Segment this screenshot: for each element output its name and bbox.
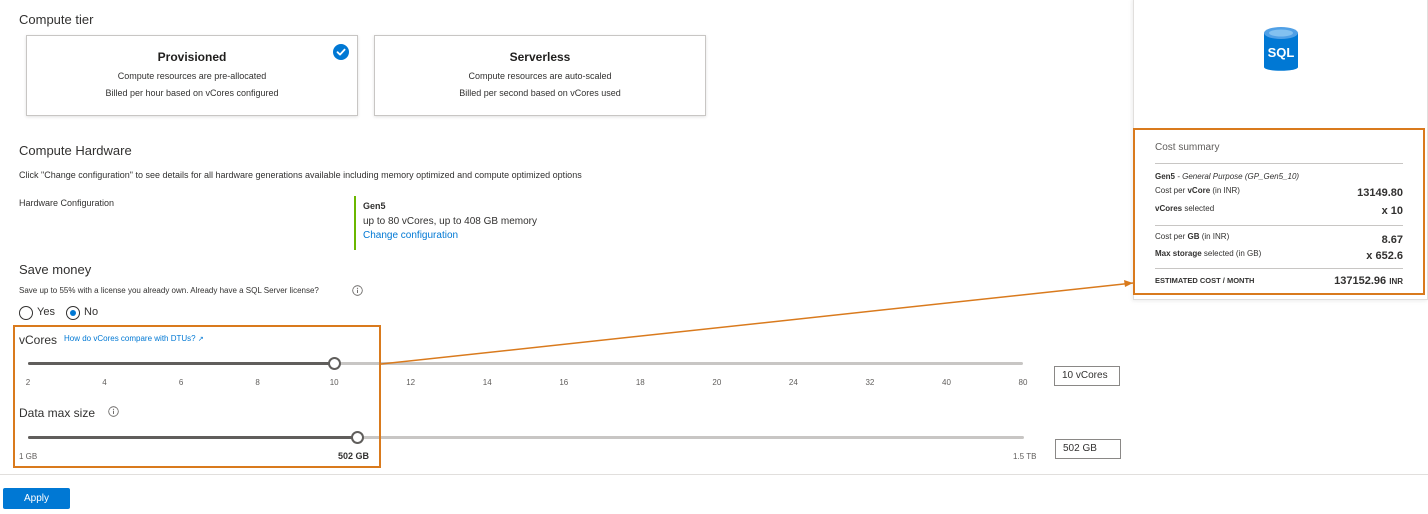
cost-divider-2 <box>1155 225 1403 226</box>
cost-summary-title: Cost summary <box>1155 142 1220 153</box>
data-size-slider-fill <box>28 436 357 439</box>
apply-button[interactable]: Apply <box>3 488 70 509</box>
cost-tier-desc: - General Purpose (GP_Gen5_10) <box>1175 172 1300 181</box>
cost-per-gb-value: 8.67 <box>1381 234 1403 246</box>
compute-hardware-description: Click "Change configuration" to see deta… <box>19 170 582 180</box>
cost-per-gb-row: Cost per GB (in INR) 8.67 <box>1155 232 1403 246</box>
cost-per-gb-pre: Cost per <box>1155 232 1188 241</box>
cost-per-vcore-bold: vCore <box>1187 186 1211 195</box>
vcores-label: vCores <box>19 333 58 347</box>
serverless-line1: Compute resources are auto-scaled <box>468 71 612 81</box>
hardware-gen-name: Gen5 <box>363 201 386 211</box>
serverless-line2: Billed per second based on vCores used <box>459 88 621 98</box>
vcores-tick-label: 18 <box>635 378 645 387</box>
max-storage-row: Max storage selected (in GB) x 652.6 <box>1155 249 1403 262</box>
estimated-cost-row: ESTIMATED COST / MONTH 137152.96 INR <box>1155 275 1403 287</box>
data-size-slider-track[interactable] <box>28 436 1024 439</box>
data-size-max-label: 1.5 TB <box>1013 452 1037 461</box>
provisioned-line1: Compute resources are pre-allocated <box>117 71 267 81</box>
vcores-tick-label: 12 <box>406 378 416 387</box>
hardware-configuration-box: Gen5 up to 80 vCores, up to 408 GB memor… <box>354 196 584 250</box>
vcores-tick-label: 8 <box>255 378 260 387</box>
vcores-tick-label: 16 <box>559 378 569 387</box>
save-money-title: Save money <box>19 262 92 277</box>
estimated-cost-value-wrap: 137152.96 INR <box>1334 275 1403 287</box>
cost-per-vcore-pre: Cost per <box>1155 186 1188 195</box>
change-configuration-link[interactable]: Change configuration <box>363 230 459 241</box>
license-no-label: No <box>84 306 99 318</box>
cost-per-vcore-post: (in INR) <box>1210 186 1240 195</box>
vcores-tick-label: 6 <box>178 378 184 387</box>
hardware-configuration-label: Hardware Configuration <box>19 198 115 208</box>
vcores-tick-label: 24 <box>788 378 798 387</box>
cost-per-vcore-row: Cost per vCore (in INR) 13149.80 <box>1155 186 1403 199</box>
serverless-card[interactable]: Serverless Compute resources are auto-sc… <box>374 35 706 116</box>
vcores-compare-link[interactable]: How do vCores compare with DTUs? ↗ <box>64 334 204 343</box>
vcores-compare-link-text: How do vCores compare with DTUs? <box>64 334 196 343</box>
vcores-tick-label: 32 <box>865 378 875 387</box>
estimated-cost-unit: INR <box>1389 277 1403 286</box>
vcores-value-input[interactable]: 10 vCores <box>1054 366 1120 386</box>
vcores-tick-label: 14 <box>482 378 492 387</box>
sql-database-icon: SQL <box>1262 25 1300 75</box>
vcores-selected-value: x 10 <box>1381 205 1403 217</box>
license-no-radio[interactable] <box>66 306 80 320</box>
vcores-tick-label: 10 <box>329 378 339 387</box>
vcores-selected-row: vCores selected x 10 <box>1155 204 1403 217</box>
info-icon[interactable] <box>352 283 363 296</box>
external-link-icon: ↗ <box>197 336 204 343</box>
provisioned-line2: Billed per hour based on vCores configur… <box>105 88 279 98</box>
data-size-info-icon[interactable] <box>108 404 119 417</box>
compute-tier-title: Compute tier <box>19 12 94 27</box>
vcores-tick-label: 4 <box>102 378 107 387</box>
cost-tier-name: Gen5 <box>1155 172 1176 181</box>
provisioned-card[interactable]: Provisioned Compute resources are pre-al… <box>26 35 358 116</box>
cost-divider-3 <box>1155 268 1403 269</box>
vcores-tick-label: 20 <box>712 378 722 387</box>
license-yes-radio[interactable] <box>19 306 33 320</box>
footer-divider <box>0 474 1428 475</box>
data-size-min-label: 1 GB <box>19 452 38 461</box>
data-size-slider-thumb[interactable] <box>350 431 364 444</box>
vcores-slider-fill <box>28 362 335 365</box>
cost-per-vcore-value: 13149.80 <box>1357 187 1403 199</box>
estimated-cost-label: ESTIMATED COST / MONTH <box>1155 276 1255 285</box>
compute-hardware-title: Compute Hardware <box>19 143 132 158</box>
data-size-value-input[interactable]: 502 GB <box>1055 439 1121 459</box>
save-money-description: Save up to 55% with a license you alread… <box>19 286 319 295</box>
vcores-tick-label: 2 <box>25 378 31 387</box>
vcores-selected-bold: vCores <box>1155 204 1183 213</box>
max-storage-value: x 652.6 <box>1366 250 1403 262</box>
data-size-current-label: 502 GB <box>338 451 370 461</box>
max-storage-bold: Max storage <box>1155 249 1202 258</box>
data-max-size-label: Data max size <box>19 406 96 420</box>
cost-per-gb-bold: GB <box>1187 232 1200 241</box>
license-yes-label: Yes <box>37 306 55 318</box>
estimated-cost-value: 137152.96 <box>1334 275 1387 287</box>
sql-icon-text: SQL <box>1267 45 1295 60</box>
hardware-gen-description: up to 80 vCores, up to 408 GB memory <box>363 216 537 227</box>
vcores-slider-track[interactable] <box>28 362 1023 365</box>
vcores-tick-label: 40 <box>942 378 951 387</box>
cost-tier-row: Gen5 - General Purpose (GP_Gen5_10) <box>1155 172 1403 181</box>
max-storage-post: selected (in GB) <box>1201 249 1262 258</box>
vcores-selected-post: selected <box>1182 204 1215 213</box>
cost-divider-1 <box>1155 163 1403 164</box>
checkmark-icon <box>333 44 349 60</box>
serverless-title: Serverless <box>509 50 571 64</box>
cost-per-gb-post: (in INR) <box>1199 232 1230 241</box>
vcores-slider-thumb[interactable] <box>328 357 342 370</box>
vcores-tick-label: 80 <box>1018 378 1028 387</box>
cost-summary-box: Cost summary Gen5 - General Purpose (GP_… <box>1133 128 1425 295</box>
provisioned-title: Provisioned <box>157 50 227 64</box>
